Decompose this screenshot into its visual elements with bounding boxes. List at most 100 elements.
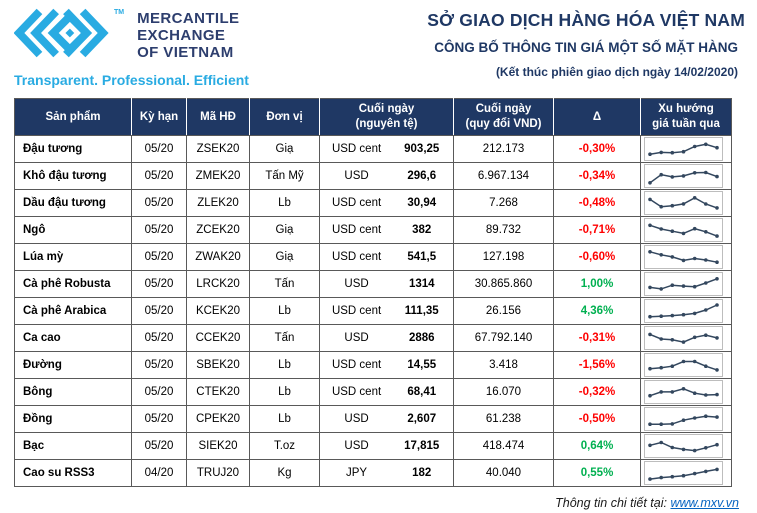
- table-row: Đậu tương 05/20 ZSEK20 Giạ USD cent 903,2…: [14, 135, 732, 164]
- delta-percent: -0,31%: [553, 324, 641, 353]
- contract-code: ZMEK20: [186, 162, 250, 191]
- currency-label: USD cent: [331, 386, 382, 399]
- product-name: Khô đậu tương: [14, 162, 132, 191]
- column-header-product: Sản phẩm: [14, 98, 132, 137]
- close-price-vnd: 418.474: [453, 432, 554, 461]
- top-header: TM MERCANTILE EXCHANGE OF VIETNAM Transp…: [14, 8, 745, 88]
- table-row: Khô đậu tương 05/20 ZMEK20 Tấn Mỹ USD 296…: [14, 162, 732, 191]
- product-name: Đường: [14, 351, 132, 380]
- product-name: Cao su RSS3: [14, 459, 132, 488]
- currency-label: USD cent: [331, 251, 382, 264]
- product-name: Lúa mỳ: [14, 243, 132, 272]
- close-price-native: 17,815: [404, 440, 440, 453]
- sparkline-chart: [644, 461, 723, 486]
- session-date-note: (Kết thúc phiên giao dịch ngày 14/02/202…: [495, 65, 738, 79]
- close-price-native: 1314: [408, 278, 435, 291]
- product-name: Đồng: [14, 405, 132, 434]
- contract-code: CCEK20: [186, 324, 250, 353]
- unit-label: Lb: [249, 378, 320, 407]
- unit-label: Tấn Mỹ: [249, 162, 320, 191]
- close-native-cell: USD cent 14,55: [319, 351, 454, 380]
- sparkline-chart: [644, 434, 723, 459]
- unit-label: Lb: [249, 405, 320, 434]
- product-name: Đậu tương: [14, 135, 132, 164]
- contract-term: 05/20: [131, 432, 187, 461]
- close-price-native: 382: [412, 224, 432, 237]
- commodity-price-table: Sản phẩm Kỳ hạn Mã HĐ Đơn vị Cuối ngày (…: [14, 98, 732, 488]
- delta-percent: 0,55%: [553, 459, 641, 488]
- brand-line: MERCANTILE: [137, 10, 240, 27]
- currency-label: USD: [344, 278, 369, 291]
- footer-label: Thông tin chi tiết tại:: [555, 496, 667, 511]
- contract-code: ZCEK20: [186, 216, 250, 245]
- close-native-cell: USD cent 541,5: [319, 243, 454, 272]
- delta-percent: 0,64%: [553, 432, 641, 461]
- close-native-cell: USD 2886: [319, 324, 454, 353]
- close-price-vnd: 30.865.860: [453, 270, 554, 299]
- delta-percent: -0,30%: [553, 135, 641, 164]
- column-header-close-vnd: Cuối ngày (quy đổi VND): [453, 98, 554, 137]
- close-price-vnd: 61.238: [453, 405, 554, 434]
- currency-label: USD cent: [331, 224, 382, 237]
- unit-label: Lb: [249, 189, 320, 218]
- close-price-native: 14,55: [407, 359, 437, 372]
- table-row: Ca cao 05/20 CCEK20 Tấn USD 2886 67.792.1…: [14, 324, 732, 353]
- contract-term: 05/20: [131, 162, 187, 191]
- sparkline-chart: [644, 380, 723, 405]
- page-subtitle: CÔNG BỐ THÔNG TIN GIÁ MỘT SỐ MẶT HÀNG: [434, 40, 738, 55]
- table-row: Đồng 05/20 CPEK20 Lb USD 2,607 61.238 -0,…: [14, 405, 732, 434]
- close-native-cell: USD 17,815: [319, 432, 454, 461]
- close-price-vnd: 127.198: [453, 243, 554, 272]
- weekly-trend-cell: [640, 351, 732, 380]
- close-native-cell: USD 2,607: [319, 405, 454, 434]
- close-native-cell: USD 296,6: [319, 162, 454, 191]
- table-row: Lúa mỳ 05/20 ZWAK20 Giạ USD cent 541,5 12…: [14, 243, 732, 272]
- close-price-vnd: 16.070: [453, 378, 554, 407]
- currency-label: USD: [344, 332, 369, 345]
- product-name: Ca cao: [14, 324, 132, 353]
- currency-label: USD cent: [331, 305, 382, 318]
- close-price-vnd: 6.967.134: [453, 162, 554, 191]
- contract-term: 05/20: [131, 270, 187, 299]
- close-price-native: 30,94: [407, 197, 437, 210]
- contract-term: 05/20: [131, 351, 187, 380]
- close-price-native: 2886: [408, 332, 435, 345]
- close-price-vnd: 67.792.140: [453, 324, 554, 353]
- close-price-native: 111,35: [404, 305, 439, 318]
- unit-label: T.oz: [249, 432, 320, 461]
- contract-term: 05/20: [131, 216, 187, 245]
- contract-code: TRUJ20: [186, 459, 250, 488]
- weekly-trend-cell: [640, 405, 732, 434]
- delta-percent: -0,32%: [553, 378, 641, 407]
- contract-code: CTEK20: [186, 378, 250, 407]
- product-name: Ngô: [14, 216, 132, 245]
- delta-percent: -0,48%: [553, 189, 641, 218]
- mxv-website-link[interactable]: www.mxv.vn: [670, 496, 739, 511]
- sparkline-chart: [644, 353, 723, 378]
- sparkline-chart: [644, 191, 723, 216]
- table-row: Cà phê Robusta 05/20 LRCK20 Tấn USD 1314 …: [14, 270, 732, 299]
- mxv-logo-icon: [14, 8, 109, 58]
- close-price-native: 296,6: [407, 170, 437, 183]
- table-row: Dầu đậu tương 05/20 ZLEK20 Lb USD cent 30…: [14, 189, 732, 218]
- column-header-delta: Δ: [553, 98, 641, 137]
- sparkline-chart: [644, 407, 723, 432]
- contract-code: LRCK20: [186, 270, 250, 299]
- contract-term: 05/20: [131, 243, 187, 272]
- contract-code: ZSEK20: [186, 135, 250, 164]
- column-header-weekly-trend: Xu hướng giá tuần qua: [640, 98, 732, 137]
- column-header-close-native: Cuối ngày (nguyên tệ): [319, 98, 454, 137]
- weekly-trend-cell: [640, 162, 732, 191]
- contract-term: 04/20: [131, 459, 187, 488]
- table-row: Bạc 05/20 SIEK20 T.oz USD 17,815 418.474 …: [14, 432, 732, 461]
- brand-name: MERCANTILE EXCHANGE OF VIETNAM: [137, 10, 239, 61]
- sparkline-chart: [644, 218, 723, 243]
- weekly-trend-cell: [640, 297, 732, 326]
- column-header-unit: Đơn vị: [249, 98, 320, 137]
- weekly-trend-cell: [640, 459, 732, 488]
- currency-label: USD cent: [331, 143, 382, 156]
- brand-line: OF VIETNAM: [137, 44, 234, 62]
- delta-percent: 1,00%: [553, 270, 641, 299]
- contract-code: SBEK20: [186, 351, 250, 380]
